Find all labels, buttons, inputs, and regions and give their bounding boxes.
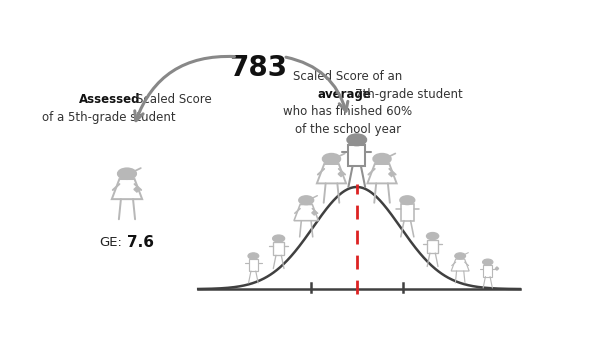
Text: of a 5th-grade student: of a 5th-grade student: [42, 111, 176, 124]
Circle shape: [273, 235, 285, 242]
Circle shape: [323, 154, 340, 164]
Text: Scaled Score of an: Scaled Score of an: [293, 70, 402, 83]
Polygon shape: [338, 171, 344, 177]
Circle shape: [299, 196, 314, 205]
Polygon shape: [389, 171, 394, 177]
Text: average: average: [318, 88, 372, 101]
Circle shape: [373, 154, 391, 164]
Polygon shape: [495, 267, 499, 270]
Circle shape: [400, 196, 415, 205]
Text: of the school year: of the school year: [295, 123, 401, 136]
Polygon shape: [134, 187, 140, 192]
Text: Assessed: Assessed: [79, 93, 140, 106]
Circle shape: [483, 259, 493, 265]
Circle shape: [118, 169, 136, 179]
Text: Scaled Score: Scaled Score: [136, 93, 212, 106]
Text: who has finished 60%: who has finished 60%: [283, 105, 412, 118]
Circle shape: [347, 134, 366, 145]
Text: GE:: GE:: [100, 236, 122, 248]
Text: 7.6: 7.6: [127, 235, 154, 250]
Text: 7th-grade student: 7th-grade student: [355, 88, 463, 101]
Circle shape: [426, 232, 439, 240]
Polygon shape: [312, 211, 317, 215]
Circle shape: [248, 253, 259, 259]
Circle shape: [455, 253, 466, 259]
Text: 783: 783: [229, 54, 287, 82]
